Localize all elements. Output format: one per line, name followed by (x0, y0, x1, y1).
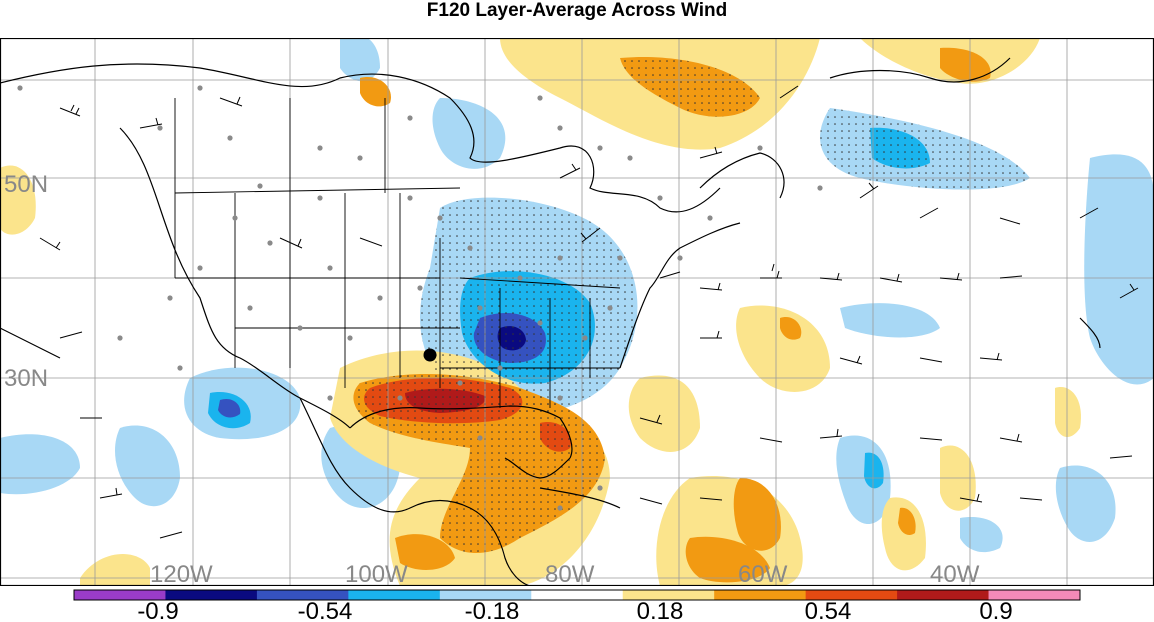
pos-orange-region (395, 534, 455, 570)
graticule (0, 38, 1154, 586)
stipple-region (420, 197, 638, 415)
neg-blue-region (218, 398, 241, 418)
pos-orange-region (360, 77, 391, 107)
colorbar: -0.9 -0.54 -0.18 0.18 0.54 0.9 (73, 589, 1081, 622)
pos-orange-region (685, 536, 770, 583)
pos-light-region (628, 375, 700, 452)
pos-light-region (736, 305, 830, 392)
coastlines (1, 57, 1101, 585)
neg-light-region (1055, 465, 1116, 542)
colorbar-segment (897, 590, 990, 600)
neg-light-region (432, 98, 506, 169)
station-markers (17, 85, 823, 511)
colorbar-label: -0.9 (137, 598, 178, 622)
neg-cyan-region (864, 452, 884, 489)
stipple-region (353, 373, 605, 553)
neg-light-region (960, 517, 1003, 553)
colorbar-segment (714, 590, 807, 600)
pos-light-region (881, 497, 926, 571)
political-borders (174, 98, 621, 408)
chart-title: F120 Layer-Average Across Wind (426, 0, 728, 21)
neg-light-region (1, 434, 80, 495)
pos-orange-region (898, 507, 916, 535)
neg-light-region (840, 303, 940, 338)
lat-label-30n: 30N (4, 365, 48, 392)
lon-label-60w: 60W (738, 561, 788, 586)
colorbar-label: -0.54 (298, 598, 353, 622)
colorbar-segment (531, 590, 624, 600)
lon-label-80w: 80W (545, 561, 595, 586)
axis-labels: 50N 30N 120W 100W 80W 60W 40W (4, 171, 980, 586)
field-shading (1, 39, 1153, 585)
colorbar-segment (256, 590, 349, 600)
neg-light-region (1084, 154, 1153, 385)
selected-point-marker (423, 348, 437, 362)
colorbar-segment (988, 590, 1081, 600)
colorbar-segment (622, 590, 715, 600)
pos-orange-region (940, 47, 991, 82)
colorbar-label: 0.54 (805, 598, 852, 622)
colorbar-segment (805, 590, 898, 600)
map-panel: 50N 30N 120W 100W 80W 60W 40W (0, 38, 1154, 586)
colorbar-label: 0.9 (979, 598, 1012, 622)
stipple-region (820, 108, 1030, 190)
colorbar-label: 0.18 (637, 598, 684, 622)
colorbar-segment (165, 590, 258, 600)
pos-light-region (1, 165, 36, 235)
pos-orange-region (780, 317, 802, 340)
colorbar-segment (74, 590, 166, 600)
wind-barbs (39, 85, 1139, 539)
lon-label-100w: 100W (345, 561, 408, 586)
pos-light-region (80, 554, 150, 585)
colorbar-segments (74, 590, 1081, 600)
lon-label-120w: 120W (150, 561, 213, 586)
lon-label-40w: 40W (930, 561, 980, 586)
lat-label-50n: 50N (4, 171, 48, 198)
pos-orange-region (733, 478, 781, 551)
colorbar-segment (439, 590, 532, 600)
colorbar-label: -0.18 (465, 598, 520, 622)
neg-light-region (115, 425, 180, 507)
pos-light-region (1055, 387, 1081, 438)
colorbar-segment (348, 590, 441, 600)
neg-light-region (340, 39, 380, 82)
stipple-region (620, 57, 760, 117)
